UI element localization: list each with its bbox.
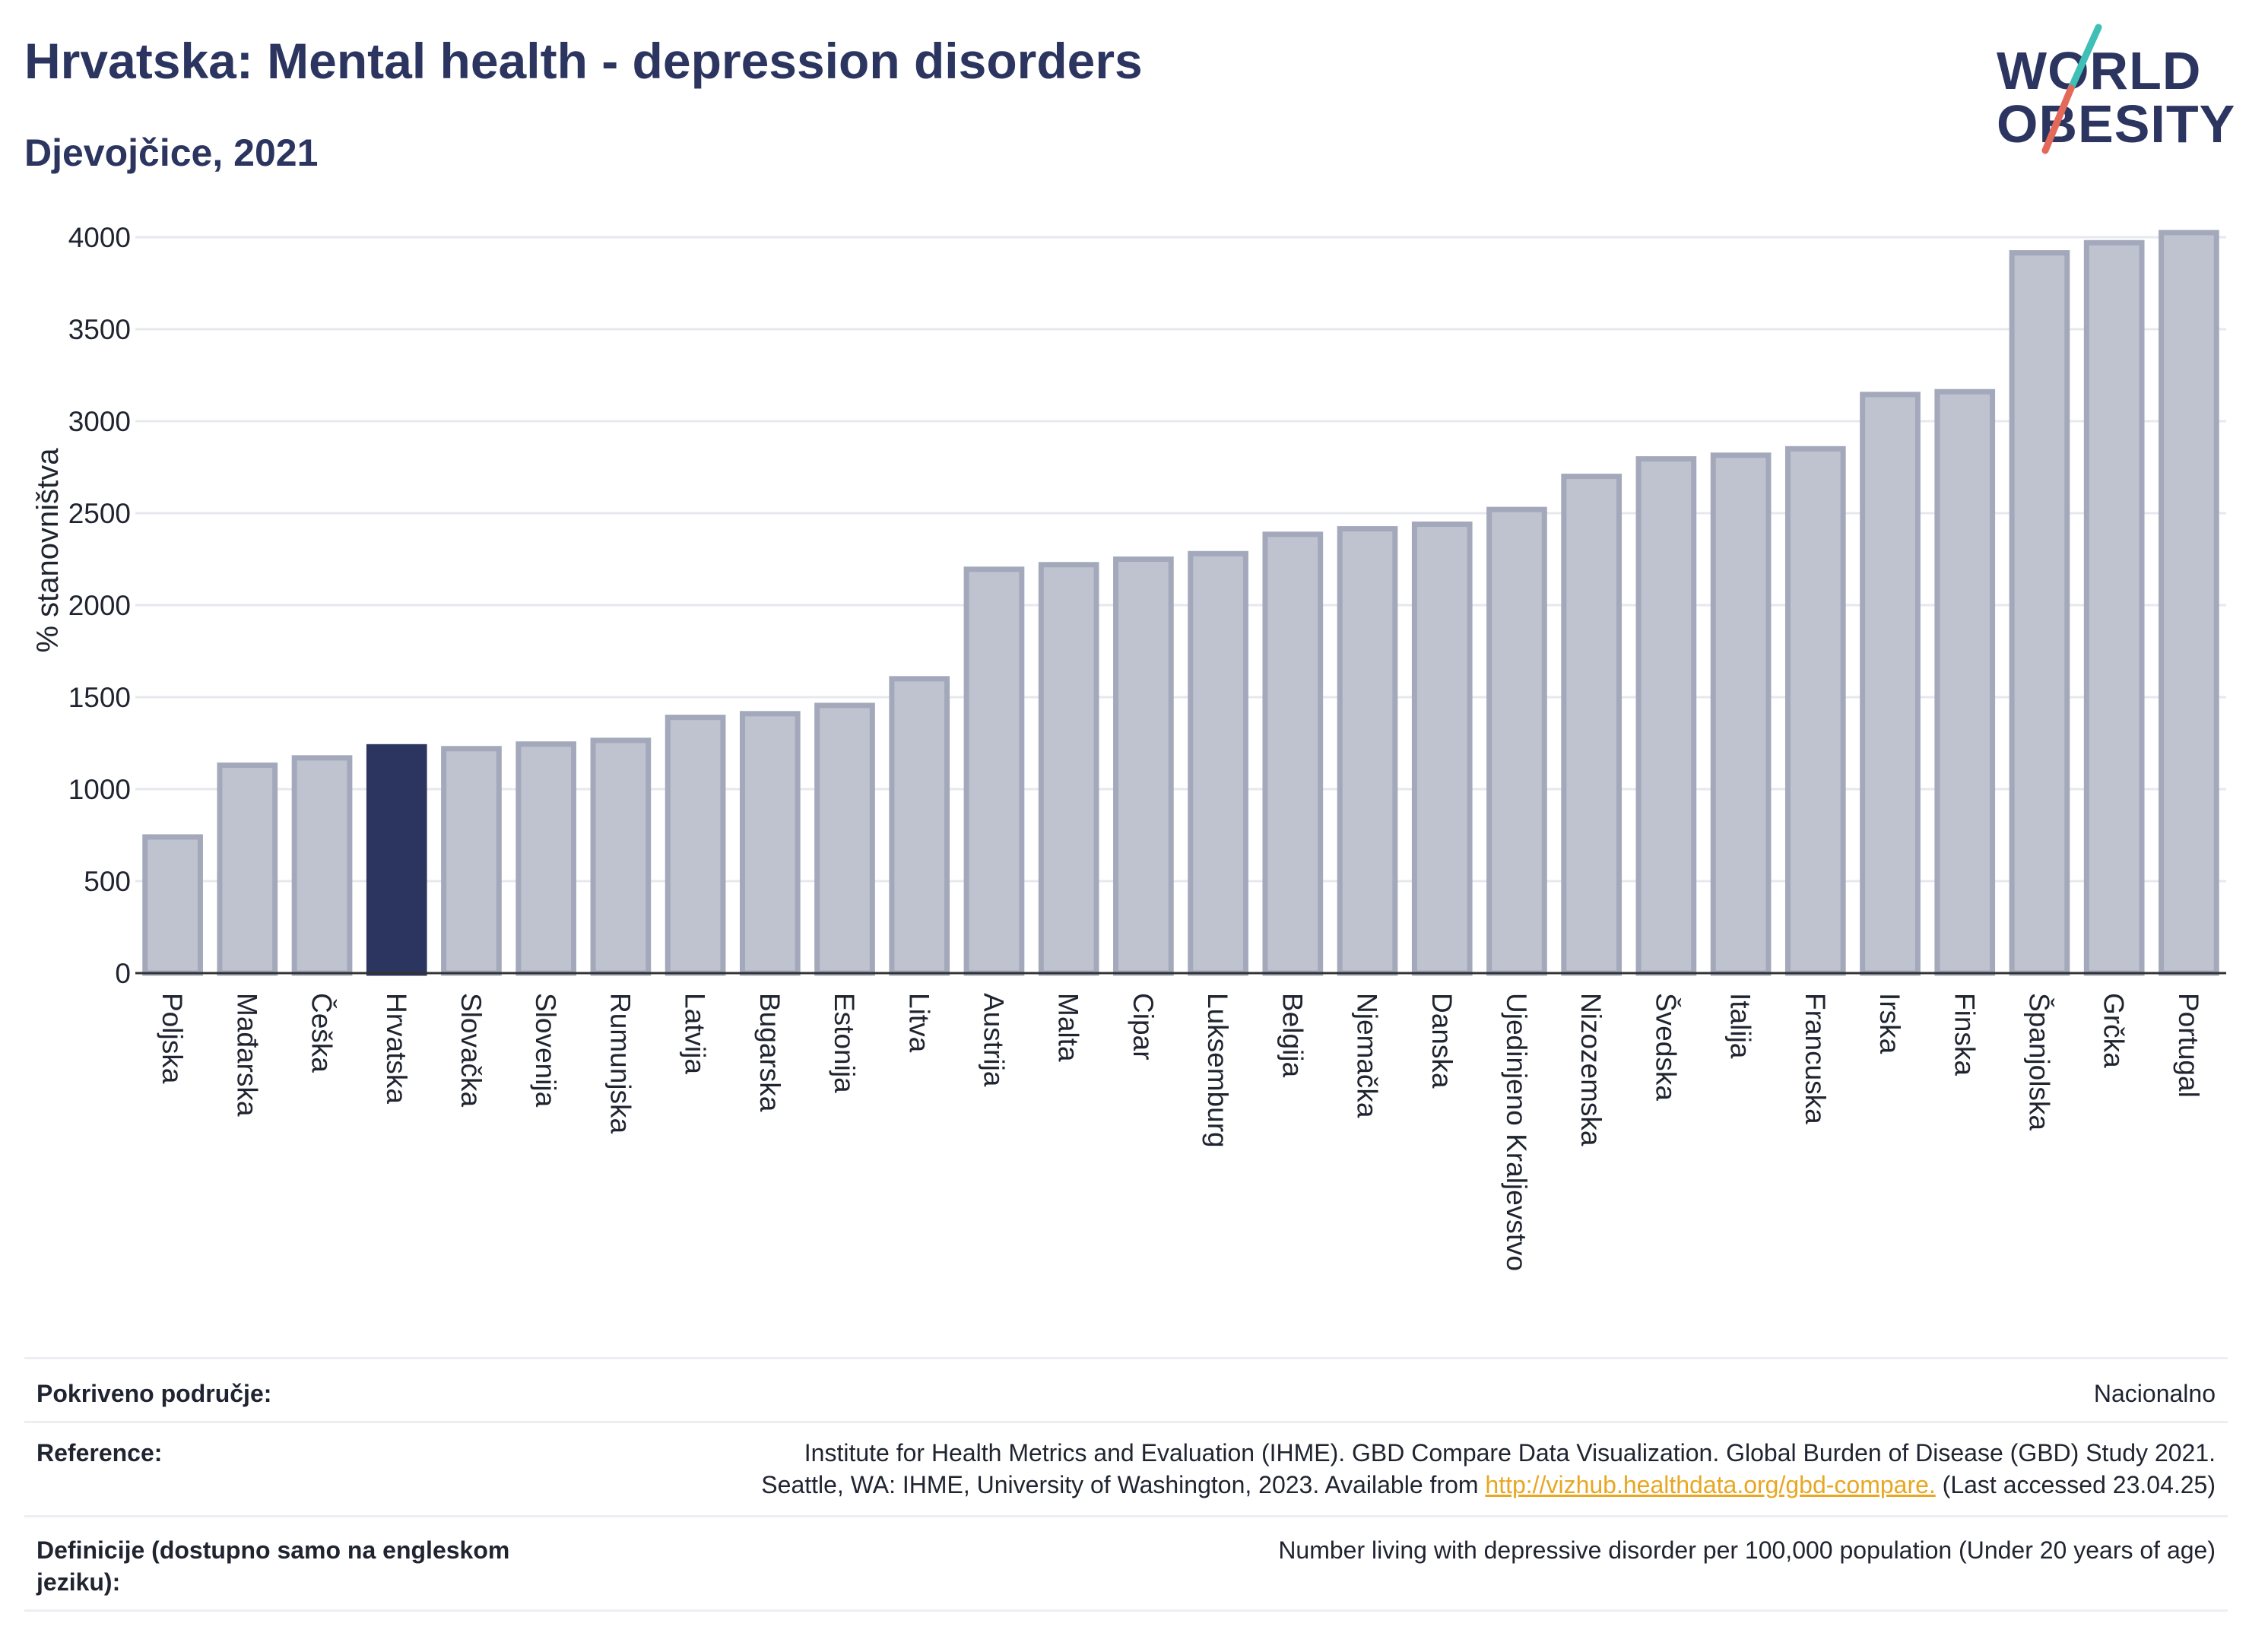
x-tick-label: Irska xyxy=(1874,993,1905,1054)
x-tick-label: Nizozemska xyxy=(1575,993,1607,1146)
y-tick-label: 2000 xyxy=(68,590,131,621)
bar-mađarska xyxy=(217,763,278,976)
bar-španjolska xyxy=(2009,250,2070,976)
x-tick-label: Luksemburg xyxy=(1202,993,1233,1148)
logo-slash-icon xyxy=(2041,24,2102,154)
bar-nizozemska xyxy=(1561,474,1623,976)
bar-estonija xyxy=(814,702,875,976)
logo-line-1: WORLD xyxy=(1997,41,2202,100)
bar-grčka xyxy=(2083,239,2145,976)
bar-poljska xyxy=(142,834,203,976)
y-tick-label: 1500 xyxy=(68,682,131,713)
definition-row: Definicije (dostupno samo na engleskom j… xyxy=(24,1515,2228,1612)
definition-value: Number living with depressive disorder p… xyxy=(1278,1536,2216,1564)
x-tick-label: Bugarska xyxy=(754,993,785,1112)
bar-slovenija xyxy=(515,741,577,976)
bar-litva xyxy=(889,676,950,976)
bar-belgija xyxy=(1262,531,1324,976)
bar-bugarska xyxy=(739,711,801,976)
x-tick-label: Portugal xyxy=(2173,993,2204,1098)
world-obesity-logo: WORLD OBESITY xyxy=(1984,23,2235,160)
x-tick-labels: Poljska Mađarska Češka Hrvatska Slovačka Slov… xyxy=(157,993,2204,1271)
x-tick-label: Latvija xyxy=(680,993,711,1074)
bars xyxy=(142,230,2219,976)
definition-label: Definicije (dostupno samo na engleskom j… xyxy=(36,1536,510,1596)
x-tick-label: Francuska xyxy=(1800,993,1831,1124)
bar-finska xyxy=(1934,388,1996,976)
logo-slash-teal xyxy=(2067,24,2102,92)
bar-češka xyxy=(291,755,353,976)
bar-portugal xyxy=(2159,230,2219,976)
y-tick-label: 3500 xyxy=(68,314,131,345)
bar-ujedinjeno-kraljevstvo xyxy=(1486,506,1547,976)
reference-line-2: Seattle, WA: IHME, University of Washing… xyxy=(761,1469,2216,1501)
x-tick-label: Danska xyxy=(1426,993,1458,1089)
bar-danska xyxy=(1411,522,1473,976)
y-axis-label: % stanovništva xyxy=(31,448,65,653)
coverage-label: Pokriveno područje: xyxy=(36,1380,272,1407)
x-tick-label: Češka xyxy=(306,993,338,1073)
x-tick-label: Slovenija xyxy=(530,993,561,1108)
y-tick-label: 2500 xyxy=(68,498,131,529)
bar-chart: 0 500 1000 1500 2000 2500 3000 3500 4000 Poljska… xyxy=(31,222,2226,1271)
bar-cipar xyxy=(1113,556,1174,976)
reference-line-1: Institute for Health Metrics and Evaluat… xyxy=(804,1439,2216,1467)
x-tick-label: Austrija xyxy=(978,993,1009,1087)
bar-malta xyxy=(1038,562,1099,976)
bar-rumunjska xyxy=(590,737,652,976)
bar-hrvatska xyxy=(366,744,427,976)
y-tick-label: 0 xyxy=(115,958,131,989)
bar-slovačka xyxy=(441,746,502,976)
x-tick-label: Hrvatska xyxy=(381,993,412,1104)
reference-link[interactable]: http://vizhub.healthdata.org/gbd-compare… xyxy=(1485,1471,1936,1498)
x-tick-label: Finska xyxy=(1949,993,1980,1076)
bar-luksemburg xyxy=(1188,550,1248,976)
x-tick-label: Mađarska xyxy=(231,993,262,1117)
x-tick-label: Estonija xyxy=(829,993,860,1093)
x-tick-label: Belgija xyxy=(1277,993,1308,1077)
x-tick-label: Litva xyxy=(903,993,934,1053)
logo-slash-red xyxy=(2041,84,2075,154)
bar-njemačka xyxy=(1337,526,1398,976)
page-title: Hrvatska: Mental health - depression dis… xyxy=(24,33,1143,89)
reference-row: Reference: Institute for Health Metrics … xyxy=(24,1421,2228,1517)
x-tick-label: Njemačka xyxy=(1352,993,1383,1118)
y-tick-label: 500 xyxy=(84,866,131,897)
metadata-bottom-rule xyxy=(24,1609,2228,1612)
reference-line-2-post: (Last accessed 23.04.25) xyxy=(1935,1471,2216,1498)
y-tick-label: 3000 xyxy=(68,406,131,437)
bar-austrija xyxy=(963,566,1025,976)
x-tick-label: Španjolska xyxy=(2023,993,2054,1130)
x-tick-label: Malta xyxy=(1053,993,1084,1062)
x-tick-label: Italija xyxy=(1725,993,1756,1059)
bar-francuska xyxy=(1784,446,1846,976)
x-tick-label: Grčka xyxy=(2098,993,2130,1068)
bar-švedska xyxy=(1635,456,1697,976)
reference-label: Reference: xyxy=(36,1439,163,1467)
x-tick-label: Poljska xyxy=(157,993,188,1084)
reference-line-2-pre: Seattle, WA: IHME, University of Washing… xyxy=(761,1471,1486,1498)
bar-irska xyxy=(1860,392,1921,976)
y-tick-label: 1000 xyxy=(68,774,131,805)
y-tick-label: 4000 xyxy=(68,222,131,253)
logo-line-2: OBESITY xyxy=(1997,94,2236,154)
bar-italija xyxy=(1710,452,1772,976)
coverage-value: Nacionalno xyxy=(2093,1380,2216,1407)
y-tick-labels: 0 500 1000 1500 2000 2500 3000 3500 4000 xyxy=(68,222,131,989)
bar-latvija xyxy=(665,715,726,976)
x-tick-label: Ujedinjeno Kraljevstvo xyxy=(1501,993,1532,1271)
x-tick-label: Cipar xyxy=(1128,993,1159,1060)
x-tick-label: Švedska xyxy=(1650,993,1681,1101)
x-tick-label: Rumunjska xyxy=(604,993,636,1134)
page-subtitle: Djevojčice, 2021 xyxy=(24,132,319,174)
x-tick-label: Slovačka xyxy=(455,993,487,1108)
coverage-row: Pokriveno područje: Nacionalno xyxy=(24,1357,2228,1423)
